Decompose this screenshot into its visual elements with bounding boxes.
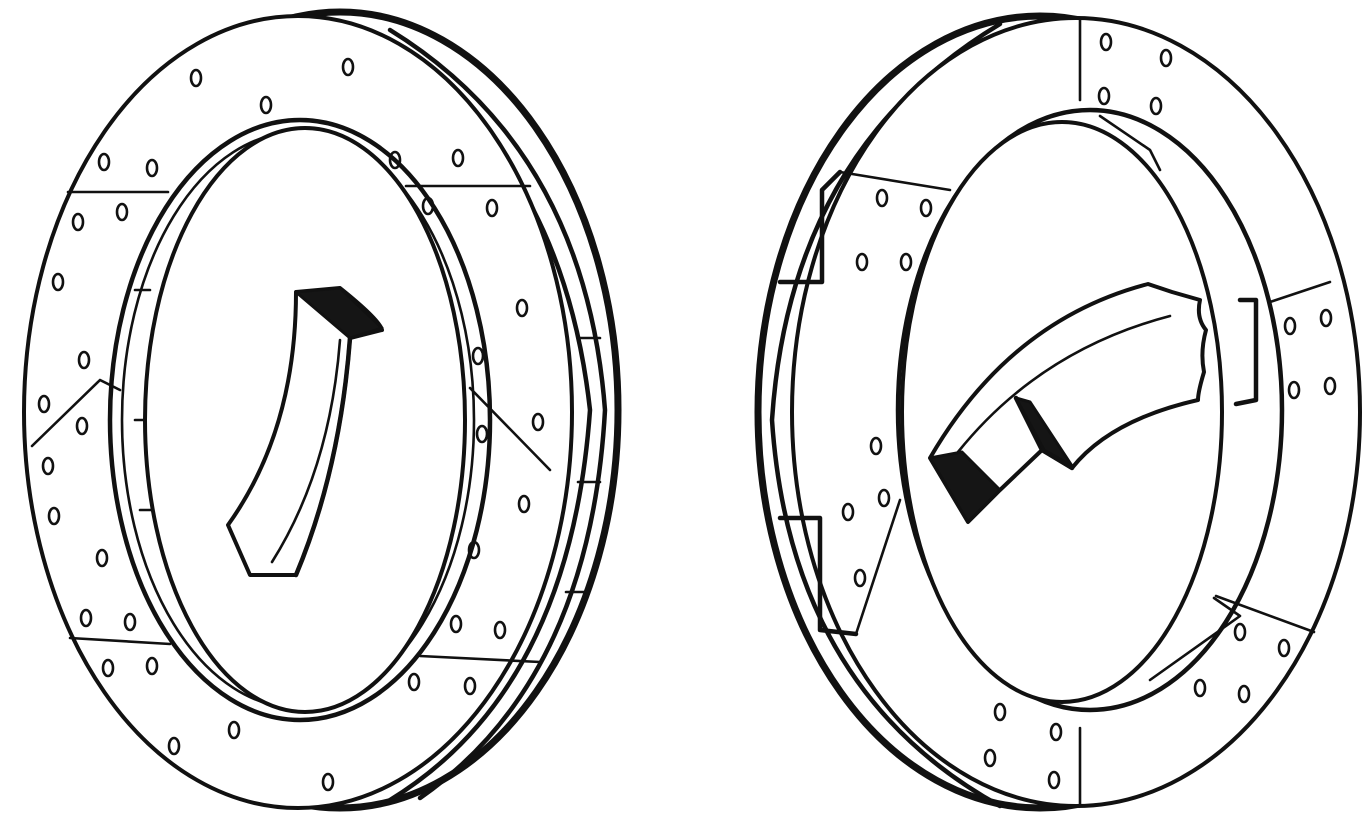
right-bar-joint-face xyxy=(1014,396,1074,468)
left-bolt-holes xyxy=(37,57,545,792)
right-seam-lower-left xyxy=(854,498,902,636)
left-disc-assembly xyxy=(22,8,622,812)
right-bar-inner-edge xyxy=(956,314,1172,454)
right-step-lower xyxy=(777,515,859,637)
right-inner-ring xyxy=(895,107,1285,713)
left-bar-cut-face xyxy=(294,286,384,340)
right-disc-assembly xyxy=(754,12,1362,812)
left-inner-ring-outer xyxy=(107,117,493,723)
right-seam-upper-right xyxy=(1268,280,1332,304)
right-curved-bar xyxy=(928,282,1208,524)
left-rim-groove-2 xyxy=(387,27,608,801)
left-bar-edge xyxy=(293,335,353,578)
left-seam-d xyxy=(468,386,552,472)
right-seam-upper-left xyxy=(838,170,952,192)
left-bar-inner-edge xyxy=(270,338,342,564)
left-rim-notches xyxy=(564,336,602,594)
right-step-upper xyxy=(777,169,843,285)
right-ring-tab-bottom xyxy=(1148,596,1242,682)
right-step-right xyxy=(1233,297,1259,407)
left-seam-f xyxy=(418,654,542,664)
right-seam-lower-right xyxy=(1214,594,1316,634)
left-seam-e xyxy=(68,636,172,646)
right-bar-cut-face xyxy=(928,450,1002,524)
right-bolt-holes xyxy=(841,32,1337,790)
right-ring-tab-top xyxy=(1098,114,1162,172)
